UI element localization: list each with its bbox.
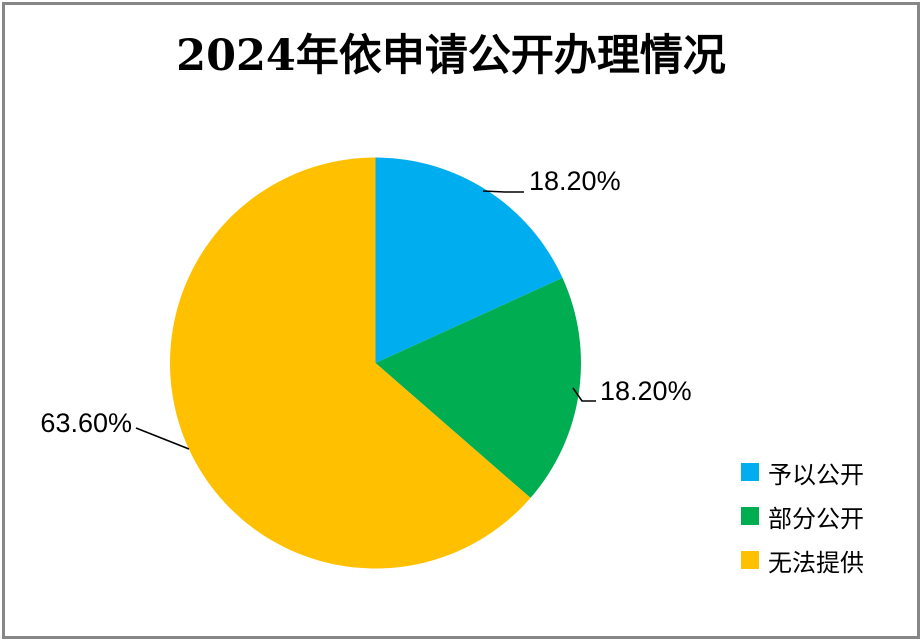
legend-label-granted: 予以公开 bbox=[768, 460, 864, 489]
chart-title: 2024年依申请公开办理情况 bbox=[176, 31, 726, 81]
leader-line-slice-green bbox=[572, 387, 596, 402]
pie-slice-0 bbox=[375, 157, 563, 363]
legend-label-unavailable: 无法提供 bbox=[768, 548, 864, 577]
legend: 予以公开 部分公开 无法提供 bbox=[741, 459, 864, 591]
legend-label-partial: 部分公开 bbox=[768, 504, 864, 533]
leader-line-slice-gold bbox=[135, 427, 190, 450]
leader-line-slice-blue bbox=[482, 190, 524, 193]
pie-slices bbox=[170, 157, 582, 569]
legend-swatch-green bbox=[741, 507, 759, 525]
data-label-gold: 63.60% bbox=[40, 408, 132, 438]
legend-item-partial: 部分公开 bbox=[741, 503, 864, 533]
data-label-green: 18.20% bbox=[600, 376, 692, 406]
pie-slice-2 bbox=[170, 157, 531, 569]
legend-item-granted: 予以公开 bbox=[741, 459, 864, 489]
pie-slice-1 bbox=[375, 277, 582, 498]
legend-swatch-blue bbox=[741, 463, 759, 481]
legend-swatch-gold bbox=[741, 551, 759, 569]
data-label-blue: 18.20% bbox=[529, 166, 621, 196]
legend-item-unavailable: 无法提供 bbox=[741, 547, 864, 577]
